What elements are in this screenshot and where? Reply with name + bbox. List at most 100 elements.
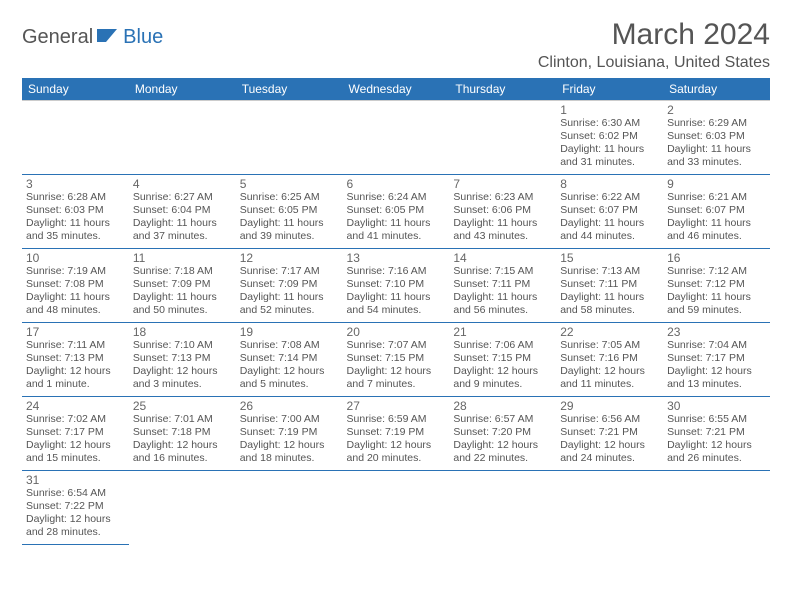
daylight-text: Daylight: 12 hours and 13 minutes. (667, 365, 766, 391)
sunset-text: Sunset: 7:11 PM (560, 278, 659, 291)
day-number: 7 (453, 177, 552, 191)
sunrise-text: Sunrise: 7:19 AM (26, 265, 125, 278)
sunset-text: Sunset: 7:19 PM (240, 426, 339, 439)
sunrise-text: Sunrise: 6:28 AM (26, 191, 125, 204)
calendar-cell: 28Sunrise: 6:57 AMSunset: 7:20 PMDayligh… (449, 397, 556, 471)
sunset-text: Sunset: 7:09 PM (240, 278, 339, 291)
sunrise-text: Sunrise: 7:02 AM (26, 413, 125, 426)
calendar-row: 1Sunrise: 6:30 AMSunset: 6:02 PMDaylight… (22, 101, 770, 175)
calendar-cell (343, 101, 450, 175)
calendar-cell: 4Sunrise: 6:27 AMSunset: 6:04 PMDaylight… (129, 175, 236, 249)
calendar-cell: 2Sunrise: 6:29 AMSunset: 6:03 PMDaylight… (663, 101, 770, 175)
sunset-text: Sunset: 6:05 PM (240, 204, 339, 217)
flag-icon (97, 26, 119, 49)
sunrise-text: Sunrise: 6:24 AM (347, 191, 446, 204)
calendar-cell: 3Sunrise: 6:28 AMSunset: 6:03 PMDaylight… (22, 175, 129, 249)
calendar-header: SundayMondayTuesdayWednesdayThursdayFrid… (22, 78, 770, 101)
calendar-cell: 14Sunrise: 7:15 AMSunset: 7:11 PMDayligh… (449, 249, 556, 323)
sunrise-text: Sunrise: 7:10 AM (133, 339, 232, 352)
sunrise-text: Sunrise: 6:56 AM (560, 413, 659, 426)
weekday-header: Saturday (663, 78, 770, 101)
sunset-text: Sunset: 7:17 PM (667, 352, 766, 365)
sunset-text: Sunset: 6:03 PM (26, 204, 125, 217)
day-number: 6 (347, 177, 446, 191)
calendar-cell: 22Sunrise: 7:05 AMSunset: 7:16 PMDayligh… (556, 323, 663, 397)
day-number: 10 (26, 251, 125, 265)
sunset-text: Sunset: 7:11 PM (453, 278, 552, 291)
day-number: 18 (133, 325, 232, 339)
day-number: 9 (667, 177, 766, 191)
calendar-cell: 23Sunrise: 7:04 AMSunset: 7:17 PMDayligh… (663, 323, 770, 397)
daylight-text: Daylight: 12 hours and 20 minutes. (347, 439, 446, 465)
calendar-cell: 18Sunrise: 7:10 AMSunset: 7:13 PMDayligh… (129, 323, 236, 397)
sunset-text: Sunset: 6:06 PM (453, 204, 552, 217)
calendar-row: 24Sunrise: 7:02 AMSunset: 7:17 PMDayligh… (22, 397, 770, 471)
sunrise-text: Sunrise: 7:11 AM (26, 339, 125, 352)
day-number: 26 (240, 399, 339, 413)
calendar-row: 3Sunrise: 6:28 AMSunset: 6:03 PMDaylight… (22, 175, 770, 249)
sunset-text: Sunset: 7:17 PM (26, 426, 125, 439)
sunset-text: Sunset: 7:20 PM (453, 426, 552, 439)
calendar-cell: 15Sunrise: 7:13 AMSunset: 7:11 PMDayligh… (556, 249, 663, 323)
calendar-cell: 9Sunrise: 6:21 AMSunset: 6:07 PMDaylight… (663, 175, 770, 249)
weekday-header: Friday (556, 78, 663, 101)
sunrise-text: Sunrise: 7:13 AM (560, 265, 659, 278)
daylight-text: Daylight: 12 hours and 9 minutes. (453, 365, 552, 391)
calendar-cell: 7Sunrise: 6:23 AMSunset: 6:06 PMDaylight… (449, 175, 556, 249)
sunset-text: Sunset: 6:02 PM (560, 130, 659, 143)
sunset-text: Sunset: 7:15 PM (347, 352, 446, 365)
calendar-cell: 11Sunrise: 7:18 AMSunset: 7:09 PMDayligh… (129, 249, 236, 323)
calendar-cell: 6Sunrise: 6:24 AMSunset: 6:05 PMDaylight… (343, 175, 450, 249)
sunrise-text: Sunrise: 7:12 AM (667, 265, 766, 278)
day-number: 11 (133, 251, 232, 265)
daylight-text: Daylight: 12 hours and 24 minutes. (560, 439, 659, 465)
daylight-text: Daylight: 11 hours and 54 minutes. (347, 291, 446, 317)
sunrise-text: Sunrise: 7:04 AM (667, 339, 766, 352)
day-number: 30 (667, 399, 766, 413)
daylight-text: Daylight: 11 hours and 31 minutes. (560, 143, 659, 169)
calendar-row: 17Sunrise: 7:11 AMSunset: 7:13 PMDayligh… (22, 323, 770, 397)
sunset-text: Sunset: 7:19 PM (347, 426, 446, 439)
day-number: 15 (560, 251, 659, 265)
daylight-text: Daylight: 11 hours and 52 minutes. (240, 291, 339, 317)
sunset-text: Sunset: 7:14 PM (240, 352, 339, 365)
calendar-body: 1Sunrise: 6:30 AMSunset: 6:02 PMDaylight… (22, 101, 770, 545)
calendar-cell: 27Sunrise: 6:59 AMSunset: 7:19 PMDayligh… (343, 397, 450, 471)
daylight-text: Daylight: 11 hours and 46 minutes. (667, 217, 766, 243)
sunrise-text: Sunrise: 7:06 AM (453, 339, 552, 352)
daylight-text: Daylight: 11 hours and 59 minutes. (667, 291, 766, 317)
daylight-text: Daylight: 11 hours and 48 minutes. (26, 291, 125, 317)
calendar-cell (556, 471, 663, 545)
calendar-cell: 12Sunrise: 7:17 AMSunset: 7:09 PMDayligh… (236, 249, 343, 323)
weekday-header: Tuesday (236, 78, 343, 101)
sunrise-text: Sunrise: 6:54 AM (26, 487, 125, 500)
daylight-text: Daylight: 12 hours and 18 minutes. (240, 439, 339, 465)
sunrise-text: Sunrise: 6:55 AM (667, 413, 766, 426)
sunset-text: Sunset: 6:07 PM (667, 204, 766, 217)
day-number: 29 (560, 399, 659, 413)
day-number: 2 (667, 103, 766, 117)
sunrise-text: Sunrise: 6:30 AM (560, 117, 659, 130)
day-number: 17 (26, 325, 125, 339)
daylight-text: Daylight: 11 hours and 37 minutes. (133, 217, 232, 243)
sunrise-text: Sunrise: 7:00 AM (240, 413, 339, 426)
sunset-text: Sunset: 7:15 PM (453, 352, 552, 365)
sunset-text: Sunset: 7:12 PM (667, 278, 766, 291)
sunset-text: Sunset: 7:13 PM (26, 352, 125, 365)
sunrise-text: Sunrise: 7:18 AM (133, 265, 232, 278)
sunset-text: Sunset: 7:13 PM (133, 352, 232, 365)
calendar-cell: 25Sunrise: 7:01 AMSunset: 7:18 PMDayligh… (129, 397, 236, 471)
daylight-text: Daylight: 12 hours and 28 minutes. (26, 513, 125, 539)
sunset-text: Sunset: 7:10 PM (347, 278, 446, 291)
calendar-cell: 21Sunrise: 7:06 AMSunset: 7:15 PMDayligh… (449, 323, 556, 397)
day-number: 31 (26, 473, 125, 487)
daylight-text: Daylight: 11 hours and 50 minutes. (133, 291, 232, 317)
sunset-text: Sunset: 7:18 PM (133, 426, 232, 439)
daylight-text: Daylight: 12 hours and 1 minute. (26, 365, 125, 391)
header: General Blue March 2024 Clinton, Louisia… (22, 18, 770, 72)
daylight-text: Daylight: 11 hours and 56 minutes. (453, 291, 552, 317)
calendar-cell: 31Sunrise: 6:54 AMSunset: 7:22 PMDayligh… (22, 471, 129, 545)
calendar-cell: 10Sunrise: 7:19 AMSunset: 7:08 PMDayligh… (22, 249, 129, 323)
sunrise-text: Sunrise: 6:27 AM (133, 191, 232, 204)
day-number: 14 (453, 251, 552, 265)
